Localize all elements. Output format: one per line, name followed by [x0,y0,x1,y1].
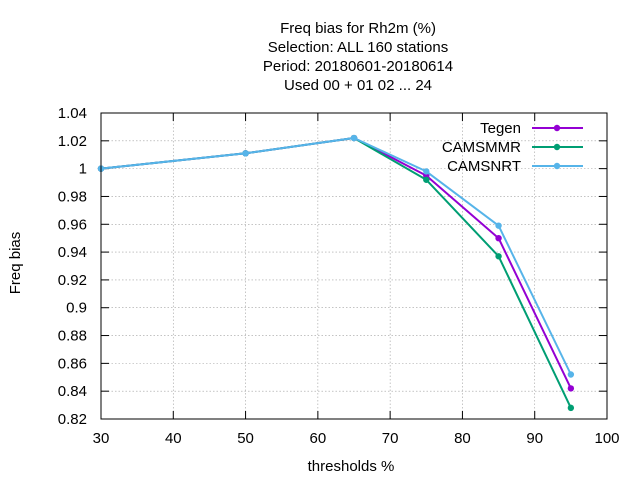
x-tick-label: 30 [93,430,110,447]
y-tick-label: 0.82 [58,411,87,428]
y-tick-label: 0.92 [58,272,87,289]
legend-label: Tegen [480,120,521,137]
chart-title: Freq bias for Rh2m (%) Selection: ALL 16… [263,20,453,94]
data-point [242,150,249,157]
legend-item-camsnrt: CAMSNRT [447,158,583,175]
x-tick-label: 50 [237,430,254,447]
y-tick-label: 1.02 [58,133,87,150]
series-camsnrt [97,134,575,378]
x-axis-label: thresholds % [308,458,395,475]
x-tick-label: 70 [382,430,399,447]
y-tick-label: 1.04 [58,105,87,122]
plot-frame [100,112,608,420]
data-point [350,134,358,142]
y-tick-label: 0.96 [58,216,87,233]
series-camsmmr [97,134,575,412]
y-axis-label: Freq bias [7,232,24,295]
legend-marker [553,143,561,151]
series-layer [97,134,575,412]
data-point [495,253,502,260]
y-tick-label: 1 [79,161,87,178]
legend-label: CAMSMMR [442,139,521,156]
data-point [495,222,502,229]
grid-lines [101,113,607,419]
series-line [100,137,572,389]
data-point [567,404,575,412]
x-tick-label: 60 [310,430,327,447]
title-line-3: Period: 20180601-20180614 [263,58,453,75]
legend-marker [553,162,561,170]
data-point [495,234,502,242]
series-line [100,137,572,375]
legend-item-tegen: Tegen [480,120,583,137]
y-tick-label: 0.84 [58,383,87,400]
legend-marker [553,124,561,132]
y-tick-label: 0.86 [58,355,87,372]
legend-item-camsmmr: CAMSMMR [442,139,583,156]
data-point [567,385,575,392]
y-tick-label: 0.98 [58,188,87,205]
x-tick-label: 100 [594,430,619,447]
data-point [423,176,430,183]
x-tick-label: 40 [165,430,182,447]
series-line [100,137,572,409]
data-point [423,168,430,175]
legend: Tegen CAMSMMR CAMSNRT [442,120,583,175]
title-line-1: Freq bias for Rh2m (%) [280,20,436,37]
data-point [567,371,575,378]
title-line-2: Selection: ALL 160 stations [268,39,448,56]
x-tick-label: 80 [454,430,471,447]
y-tick-label: 0.9 [66,300,87,317]
y-tick-label: 0.94 [58,244,87,261]
legend-label: CAMSNRT [447,158,521,175]
y-tick-label: 0.88 [58,328,87,345]
title-line-4: Used 00 + 01 02 ... 24 [284,77,432,94]
x-tick-label: 90 [526,430,543,447]
axis-ticks: 30 40 50 60 70 80 90 100 0.82 0.84 0.86 0.88 0.9 0.92… [58,105,620,447]
